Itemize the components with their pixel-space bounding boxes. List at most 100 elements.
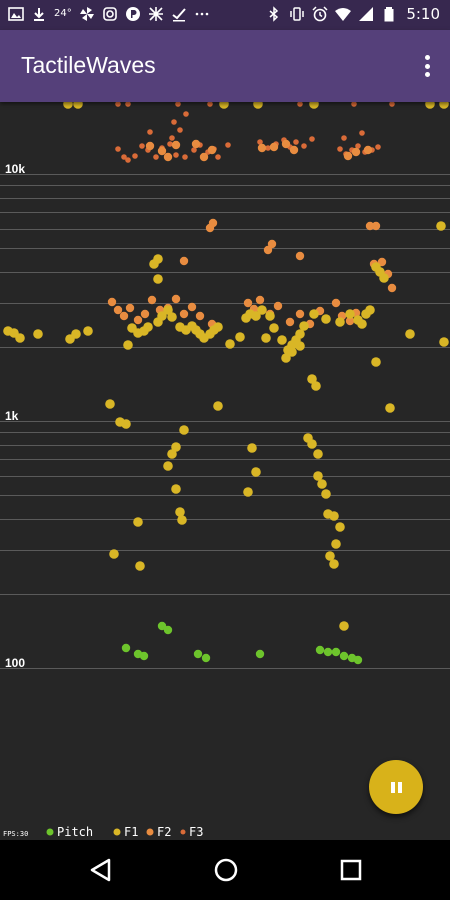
navigation-bar [0,840,450,900]
battery-icon [381,6,397,22]
f3-point [341,135,347,141]
signal-icon [358,6,374,22]
f1-point [335,317,345,327]
f1-point [153,254,163,264]
f3-point [115,102,121,107]
f2-point [363,145,373,155]
pitch-point [323,647,333,657]
f1-point [175,507,185,517]
f3-point [153,154,159,160]
f1-point [357,319,367,329]
formant-plot-canvas: 10k 1k 100 FPS:30 Pitch F1 F2 F3 [0,102,450,839]
pause-button[interactable] [369,760,423,814]
f1-point [325,551,335,561]
f1-point [179,425,189,435]
axis-label-1k: 1k [5,409,19,423]
legend-pitch-label: Pitch [57,825,93,839]
pitch-point [331,647,341,657]
f1-point [385,403,395,413]
f1-point [261,333,271,343]
f1-point [167,312,177,322]
f1-point [277,335,287,345]
f1-point [436,221,446,231]
f1-point [321,489,331,499]
f1-point [379,273,389,283]
status-bar: 24° [0,0,450,30]
f2-point [295,251,305,261]
f2-point [171,294,181,304]
f3-point [177,127,183,133]
f2-point [331,298,341,308]
f3-point [257,139,263,145]
f3-point [389,102,395,107]
f1-point [265,311,275,321]
home-icon[interactable] [211,855,241,885]
f2-point [281,139,291,149]
legend-f1-label: F1 [124,825,138,839]
f1-point [313,471,323,481]
pitch-point [201,653,211,663]
f1-point [295,341,305,351]
f1-point [71,329,81,339]
f2-point [191,139,201,149]
f1-point [253,102,263,109]
f3-point [359,130,365,136]
pitch-point [139,651,149,661]
legend-f3-swatch [180,829,186,835]
f3-point [215,154,221,160]
f2-point [163,152,173,162]
f1-point [299,321,309,331]
f1-point [163,461,173,471]
f3-point [337,146,343,152]
f2-point [387,283,397,293]
f1-point [153,274,163,284]
f3-point [207,102,213,107]
pitch-point [353,655,363,665]
f1-point [307,439,317,449]
f3-point [355,143,361,149]
f2-point [107,297,117,307]
f2-point [285,317,295,327]
pitch-point [157,621,167,631]
f1-point [313,449,323,459]
f1-point [143,322,153,332]
f3-point [293,139,299,145]
pitch-point [315,645,325,655]
f3-point [297,102,303,107]
back-icon[interactable] [86,855,116,885]
wifi-icon [335,6,352,22]
f2-point [267,239,277,249]
legend-f1-swatch [113,828,121,836]
overflow-menu-icon[interactable] [418,52,436,80]
pitch-point [255,649,265,659]
recents-icon[interactable] [336,855,366,885]
f1-point [163,305,173,315]
f1-point [73,102,83,109]
f3-point [132,153,138,159]
f2-point [179,256,189,266]
f2-point [171,140,181,150]
f1-point [243,487,253,497]
f3-point [121,154,127,160]
alarm-icon [312,6,328,22]
f3-point [225,142,231,148]
crossed-app-icon [148,6,164,22]
f1-point [317,479,327,489]
menu-dot [424,72,430,77]
f1-point [345,309,355,319]
f2-point [113,305,123,315]
f1-point [309,309,319,319]
f1-point [439,337,449,347]
f3-point [167,141,173,147]
f3-point [309,136,315,142]
f1-point [83,326,93,336]
f1-point [171,442,181,452]
f2-point [187,302,197,312]
f1-point [133,517,143,527]
f3-point [183,111,189,117]
clock: 5:10 [406,5,440,23]
f2-point [351,147,361,157]
f3-point [173,152,179,158]
f1-point [329,559,339,569]
f1-point [109,549,119,559]
